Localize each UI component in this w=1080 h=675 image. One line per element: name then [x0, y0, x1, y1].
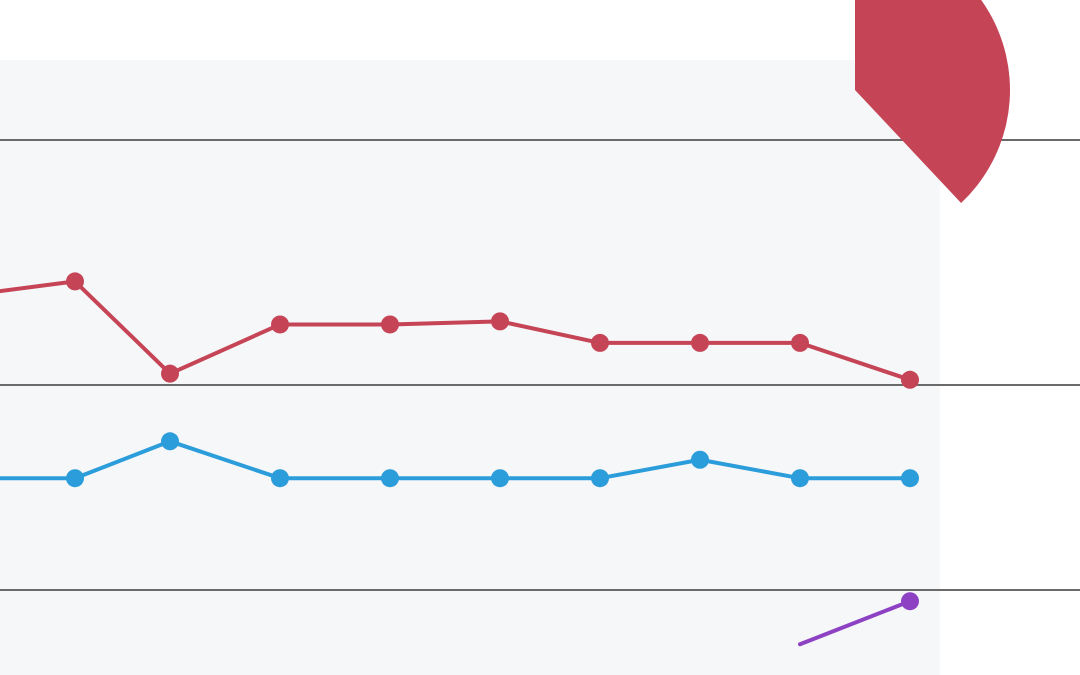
marker-blue-9	[901, 469, 919, 487]
chart-canvas	[0, 0, 1080, 675]
marker-red-9	[901, 371, 919, 389]
marker-red-1	[66, 272, 84, 290]
marker-red-8	[791, 334, 809, 352]
marker-purple-9	[901, 592, 919, 610]
marker-blue-7	[691, 451, 709, 469]
marker-blue-3	[271, 469, 289, 487]
marker-blue-1	[66, 469, 84, 487]
marker-red-6	[591, 334, 609, 352]
marker-blue-6	[591, 469, 609, 487]
marker-red-7	[691, 334, 709, 352]
line-chart-plot-bg	[0, 60, 940, 675]
marker-blue-4	[381, 469, 399, 487]
marker-red-5	[491, 312, 509, 330]
marker-blue-2	[161, 432, 179, 450]
marker-red-3	[271, 315, 289, 333]
marker-blue-5	[491, 469, 509, 487]
marker-red-4	[381, 315, 399, 333]
marker-red-2	[161, 365, 179, 383]
chart-svg	[0, 0, 1080, 675]
marker-blue-8	[791, 469, 809, 487]
